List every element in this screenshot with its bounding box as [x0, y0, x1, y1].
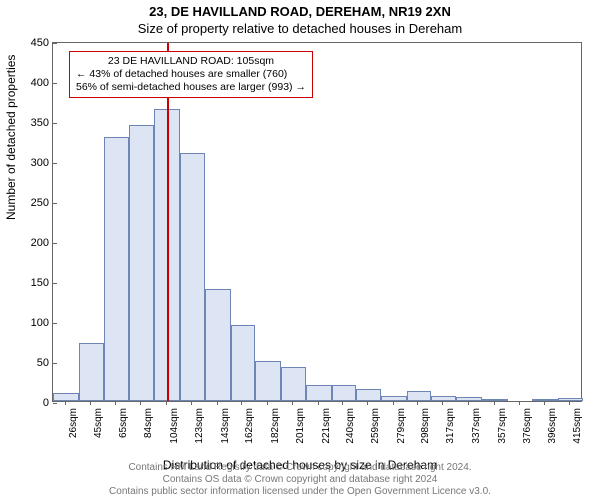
- x-tick-label: 201sqm: [295, 408, 306, 444]
- x-tick-mark: [65, 401, 66, 405]
- x-tick-mark: [115, 401, 116, 405]
- y-tick-label: 50: [37, 357, 49, 369]
- x-tick-label: 143sqm: [220, 408, 231, 444]
- x-tick-label: 240sqm: [345, 408, 356, 444]
- y-tick-label: 0: [43, 397, 49, 409]
- x-tick-label: 259sqm: [370, 408, 381, 444]
- x-tick-mark: [318, 401, 319, 405]
- x-tick-mark: [140, 401, 141, 405]
- x-tick-label: 376sqm: [522, 408, 533, 444]
- x-tick-label: 317sqm: [445, 408, 456, 444]
- x-tick-label: 182sqm: [270, 408, 281, 444]
- x-tick-label: 415sqm: [572, 408, 583, 444]
- histogram-bar: [53, 393, 79, 401]
- x-tick-mark: [468, 401, 469, 405]
- histogram-bar: [231, 325, 256, 401]
- y-tick-label: 250: [31, 197, 49, 209]
- histogram-bar: [205, 289, 231, 401]
- y-tick-label: 150: [31, 277, 49, 289]
- x-tick-mark: [393, 401, 394, 405]
- footer-attribution: Contains HM Land Registry data © Crown c…: [0, 462, 600, 498]
- x-tick-mark: [442, 401, 443, 405]
- x-ticks: 26sqm 45sqm 65sqm 84sqm 104sqm 123sqm 143sqm 16…: [52, 402, 582, 452]
- x-tick-mark: [166, 401, 167, 405]
- x-tick-mark: [494, 401, 495, 405]
- histogram-bar: [332, 385, 357, 401]
- x-tick-label: 279sqm: [396, 408, 407, 444]
- y-tick-label: 200: [31, 237, 49, 249]
- histogram-bar: [532, 399, 558, 401]
- x-tick-label: 26sqm: [68, 408, 79, 438]
- x-tick-mark: [342, 401, 343, 405]
- page-subtitle: Size of property relative to detached ho…: [0, 19, 600, 36]
- x-tick-label: 221sqm: [321, 408, 332, 444]
- x-tick-label: 104sqm: [169, 408, 180, 444]
- histogram-bar: [255, 361, 281, 401]
- x-tick-label: 84sqm: [143, 408, 154, 438]
- histogram-bar: [356, 389, 381, 401]
- y-tick-label: 100: [31, 317, 49, 329]
- annotation-line-1: 23 DE HAVILLAND ROAD: 105sqm: [76, 55, 306, 68]
- x-tick-mark: [292, 401, 293, 405]
- histogram-bar: [129, 125, 154, 401]
- histogram-bar: [281, 367, 306, 401]
- x-tick-label: 357sqm: [497, 408, 508, 444]
- histogram-bar: [180, 153, 205, 401]
- histogram-bar: [306, 385, 332, 401]
- annotation-box: 23 DE HAVILLAND ROAD: 105sqm ← 43% of de…: [69, 51, 313, 98]
- x-tick-label: 65sqm: [118, 408, 129, 438]
- x-tick-mark: [217, 401, 218, 405]
- x-tick-mark: [241, 401, 242, 405]
- annotation-line-3: 56% of semi-detached houses are larger (…: [76, 81, 306, 94]
- footer-line-1: Contains HM Land Registry data © Crown c…: [0, 462, 600, 474]
- x-tick-mark: [267, 401, 268, 405]
- y-tick-label: 400: [31, 77, 49, 89]
- y-tick-label: 450: [31, 37, 49, 49]
- histogram-bar: [456, 397, 482, 401]
- chart-plot-area: 050100150200250300350400450 23 DE HAVILL…: [52, 42, 582, 402]
- footer-line-2: Contains OS data © Crown copyright and d…: [0, 474, 600, 486]
- x-tick-label: 337sqm: [471, 408, 482, 444]
- histogram-bar: [558, 398, 583, 401]
- histogram-bar: [79, 343, 104, 401]
- x-tick-label: 162sqm: [244, 408, 255, 444]
- x-tick-mark: [519, 401, 520, 405]
- histogram-bar: [431, 396, 456, 401]
- x-tick-mark: [191, 401, 192, 405]
- y-ticks: 050100150200250300350400450: [3, 43, 53, 401]
- histogram-bar: [407, 391, 432, 401]
- y-tick-label: 350: [31, 117, 49, 129]
- x-tick-label: 123sqm: [194, 408, 205, 444]
- x-tick-mark: [367, 401, 368, 405]
- x-tick-mark: [569, 401, 570, 405]
- x-tick-label: 45sqm: [93, 408, 104, 438]
- annotation-line-2: ← 43% of detached houses are smaller (76…: [76, 68, 306, 81]
- footer-line-3: Contains public sector information licen…: [0, 486, 600, 498]
- y-tick-label: 300: [31, 157, 49, 169]
- page-title: 23, DE HAVILLAND ROAD, DEREHAM, NR19 2XN: [0, 0, 600, 19]
- histogram-bar: [482, 399, 508, 401]
- x-tick-label: 298sqm: [420, 408, 431, 444]
- x-tick-label: 396sqm: [547, 408, 558, 444]
- histogram-bar: [381, 396, 407, 401]
- histogram-bar: [104, 137, 130, 401]
- x-tick-mark: [417, 401, 418, 405]
- x-tick-mark: [544, 401, 545, 405]
- x-tick-mark: [90, 401, 91, 405]
